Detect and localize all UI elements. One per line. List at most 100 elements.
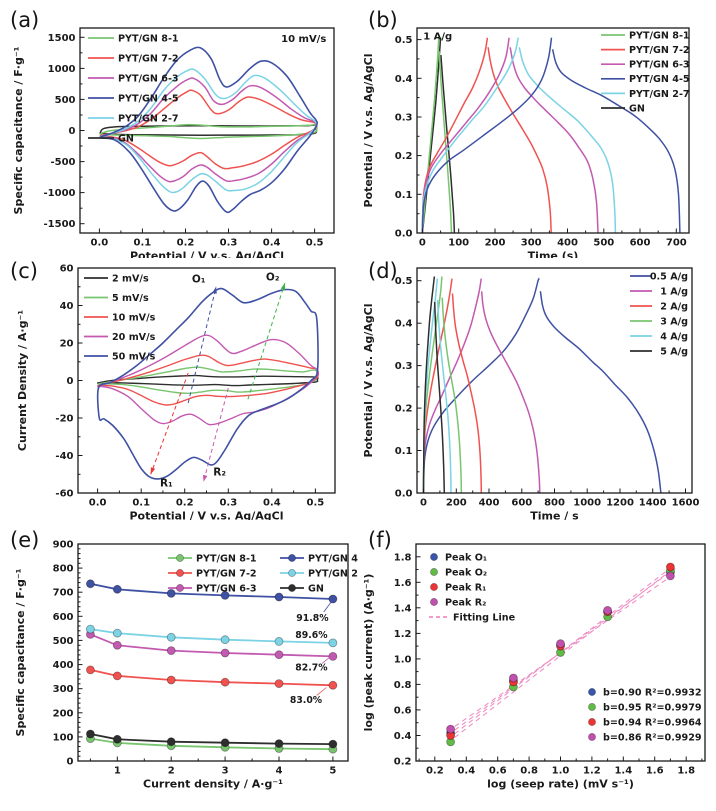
series-1-a-g (422, 278, 541, 494)
axis-ticks (78, 543, 334, 762)
svg-text:Peak R₂: Peak R₂ (445, 597, 486, 608)
svg-text:PYT/GN 2-7: PYT/GN 2-7 (629, 89, 690, 100)
svg-text:5 mV/s: 5 mV/s (112, 293, 149, 304)
y-axis-labels: -60 -40 -20 0 20 40 60 (55, 264, 73, 500)
svg-text:0.4: 0.4 (263, 498, 281, 509)
annotation-leader (316, 687, 327, 696)
svg-text:0.2: 0.2 (394, 757, 412, 768)
svg-text:PYT/GN 8-1: PYT/GN 8-1 (118, 33, 179, 44)
plot-frame (77, 543, 349, 762)
annotation-leader (321, 657, 330, 664)
svg-text:GN: GN (118, 133, 134, 144)
svg-text:0.5: 0.5 (395, 276, 413, 287)
svg-text:Peak R₁: Peak R₁ (445, 582, 486, 593)
svg-text:0.5 A/g: 0.5 A/g (650, 271, 688, 282)
series-pyt-gn-2-7 (86, 624, 338, 648)
panel-f-b-value-fitting: (f) 0.2 0.4 0.6 0.8 1.0 1.2 1.4 1.6 1.8 0.2 0.4 0.6… (358, 520, 716, 807)
panel-a-cv-compositions: (a) 10 mV/s 0.0 0.1 0.2 0.3 0.4 0.5 -1500 -1000-… (0, 0, 358, 263)
svg-text:-1000: -1000 (44, 188, 76, 199)
svg-text:0.8: 0.8 (394, 680, 412, 691)
svg-text:1.8: 1.8 (677, 766, 695, 777)
x-axis-title: log (seep rate) (mV s⁻¹) (487, 778, 634, 791)
series-group (86, 579, 338, 754)
svg-text:5 A/g: 5 A/g (660, 346, 688, 357)
svg-text:0.3: 0.3 (395, 113, 413, 124)
axis-ticks (80, 36, 316, 233)
svg-text:PYT/GN 2-7: PYT/GN 2-7 (308, 568, 358, 579)
svg-text:0.2: 0.2 (395, 404, 413, 415)
y-axis-labels: 0.0 0.1 0.2 0.3 0.4 0.5 (395, 276, 413, 499)
x-axis-labels: 0.0 0.1 0.2 0.3 0.4 0.5 (89, 498, 325, 509)
svg-text:0.3: 0.3 (219, 498, 237, 509)
peak-arrows: O₁ O₂ R₁ R₂ (150, 271, 286, 490)
svg-text:O₁: O₁ (192, 273, 206, 285)
svg-text:4: 4 (276, 766, 283, 777)
series-fit-o2 (447, 566, 676, 744)
svg-text:R₂: R₂ (213, 466, 226, 478)
y-axis-labels: 0 100 200 300 400 500 600 700 800 900 (53, 540, 74, 768)
chart-a-cv-compositions: 10 mV/s 0.0 0.1 0.2 0.3 0.4 0.5 -1500 -1000 -500 0… (12, 27, 335, 263)
svg-text:0.1: 0.1 (134, 238, 152, 249)
svg-text:PYT/GN 6-3: PYT/GN 6-3 (629, 60, 690, 71)
series-pyt-gn-7-2 (86, 665, 338, 690)
svg-text:800: 800 (53, 564, 74, 575)
svg-text:0.0: 0.0 (89, 498, 107, 509)
svg-text:1.4: 1.4 (614, 766, 632, 777)
svg-text:0.1: 0.1 (395, 190, 413, 201)
chart-c-cv-scan-rates: O₁ O₂ R₁ R₂ 0.0 0.1 0.2 0.3 0.4 0.5 -60 -40 -20 0 20 40… (16, 264, 336, 523)
svg-text:50 mV/s: 50 mV/s (112, 351, 156, 362)
svg-text:PYT/GN 8-1: PYT/GN 8-1 (196, 553, 257, 564)
svg-text:1400: 1400 (639, 498, 667, 509)
svg-text:0.4: 0.4 (395, 74, 413, 85)
panel-d-gcd-current-densities: (d) 0 200 400 600 800 1000 1200 1400 1600 0.0 0.1 0… (358, 258, 716, 523)
svg-text:0.1: 0.1 (395, 446, 413, 457)
chart-b-gcd-compositions: 1 A/g0 100 200 300 400 500 600 7000.00.10.20.30… (362, 27, 690, 263)
svg-text:700: 700 (666, 238, 687, 249)
x-axis-labels: 0 100 200 300 400 500 600 700 (419, 238, 687, 249)
svg-text:1000: 1000 (48, 64, 76, 75)
svg-text:1500: 1500 (48, 33, 76, 44)
svg-text:b=0.90 R²=0.9932: b=0.90 R²=0.9932 (603, 687, 702, 698)
svg-text:500: 500 (55, 95, 76, 106)
svg-text:-40: -40 (55, 451, 73, 462)
panel-c-label: (c) (10, 259, 38, 283)
x-axis-labels: 0.2 0.4 0.6 0.8 1.0 1.2 1.4 1.6 1.8 (426, 766, 695, 777)
svg-text:PYT/GN 7-2: PYT/GN 7-2 (196, 568, 257, 579)
svg-text:600: 600 (53, 612, 74, 623)
svg-text:200: 200 (485, 238, 506, 249)
svg-text:500: 500 (593, 238, 614, 249)
svg-text:0.2: 0.2 (177, 238, 195, 249)
svg-text:PYT/GN 4-5: PYT/GN 4-5 (118, 93, 179, 104)
annotation: 1 A/g (423, 32, 452, 43)
axis-ticks (416, 543, 703, 762)
svg-text:-60: -60 (55, 489, 73, 500)
svg-text:0: 0 (67, 757, 74, 768)
svg-text:0.0: 0.0 (91, 238, 109, 249)
svg-text:GN: GN (629, 103, 645, 114)
svg-text:b=0.86 R²=0.9929: b=0.86 R²=0.9929 (603, 732, 702, 743)
y-axis-labels: 0.2 0.4 0.6 0.8 1.0 1.2 1.4 1.6 1.8 (394, 552, 412, 767)
svg-text:3 A/g: 3 A/g (660, 316, 688, 327)
svg-text:10 mV/s: 10 mV/s (112, 312, 156, 323)
y-axis-labels: 0.0 0.1 0.2 0.3 0.4 0.5 (395, 35, 413, 239)
x-axis-labels: 0.0 0.1 0.2 0.3 0.4 0.5 (91, 238, 324, 249)
svg-text:PYT/GN 2-7: PYT/GN 2-7 (118, 113, 179, 124)
svg-text:900: 900 (53, 540, 74, 551)
annotation: 82.7% (295, 663, 328, 674)
x-axis-labels: 0 200 400 600 800 1000 1200 1400 1600 (420, 498, 699, 509)
svg-text:Peak O₁: Peak O₁ (445, 552, 487, 563)
svg-text:3: 3 (222, 766, 229, 777)
svg-text:PYT/GN 8-1: PYT/GN 8-1 (629, 30, 690, 41)
x-axis-title: Potential / V v.s. Ag/AgCl (130, 250, 284, 259)
x-axis-title: Time / s (530, 510, 579, 521)
svg-text:200: 200 (446, 498, 467, 509)
svg-text:0: 0 (67, 376, 74, 387)
series-group (446, 562, 676, 747)
svg-text:400: 400 (479, 498, 500, 509)
series-group (422, 276, 662, 494)
svg-text:600: 600 (511, 498, 532, 509)
series-gn (86, 729, 338, 749)
chart-e-rate-capability: 91.8% 89.6% 82.7% 83.0% 1 2 3 4 5 0 100 200 300 400 50… (14, 540, 369, 791)
svg-text:1200: 1200 (606, 498, 634, 509)
